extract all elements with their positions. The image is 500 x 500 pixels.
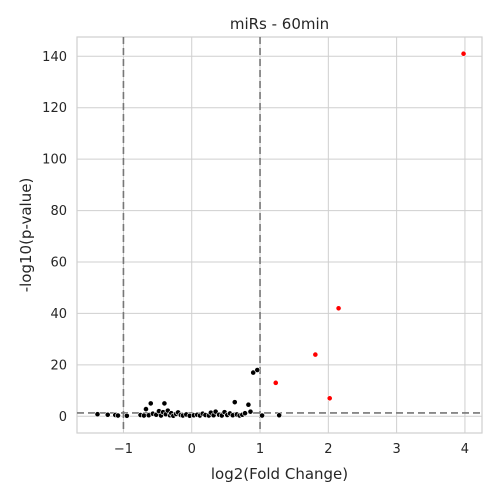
non-significant-point (276, 412, 283, 419)
non-significant-point (123, 412, 130, 419)
non-significant-point (115, 412, 121, 419)
non-significant-point (254, 367, 261, 373)
non-significant-point (250, 369, 257, 376)
non-significant-point (104, 411, 111, 418)
y-tick-label: 40 (50, 307, 67, 322)
grid-lines (77, 37, 482, 433)
non-significant-point (247, 408, 254, 415)
non-significant-point (245, 401, 252, 408)
y-tick-label: 100 (42, 153, 67, 168)
x-axis-label: log2(Fold Change) (211, 465, 348, 483)
y-tick-label: 20 (50, 358, 67, 373)
significant-point (460, 50, 467, 57)
x-tick-label: 3 (392, 442, 400, 457)
non-significant-point (94, 411, 101, 418)
non-significant-point (143, 406, 149, 412)
chart-title: miRs - 60min (230, 15, 329, 33)
y-tick-labels: 0 20 40 60 80 100 120 140 (42, 50, 67, 425)
non-significant-point (141, 412, 147, 419)
x-tick-label: 0 (188, 442, 196, 457)
x-tick-label: 1 (256, 442, 264, 457)
y-tick-label: 0 (59, 410, 67, 425)
significant-point (312, 351, 319, 358)
y-tick-label: 120 (42, 101, 67, 116)
threshold-lines (77, 37, 482, 433)
x-tick-labels: −1 0 1 2 3 4 (114, 442, 469, 457)
y-tick-label: 80 (50, 204, 67, 219)
significant-point (335, 305, 342, 312)
y-tick-label: 60 (50, 256, 67, 271)
y-tick-label: 140 (42, 50, 67, 65)
non-significant-point (161, 400, 168, 407)
non-significant-point (259, 412, 265, 419)
significant-point (326, 395, 333, 402)
y-axis-label: -log10(p-value) (17, 178, 35, 293)
x-tick-label: −1 (114, 442, 133, 457)
significant-point (272, 379, 279, 386)
x-tick-label: 2 (324, 442, 332, 457)
non-significant-point (242, 410, 248, 417)
x-tick-label: 4 (461, 442, 469, 457)
non-significant-point (147, 400, 154, 407)
non-significant-point (231, 399, 238, 406)
plot-frame (76, 36, 483, 434)
data-points (94, 50, 467, 419)
